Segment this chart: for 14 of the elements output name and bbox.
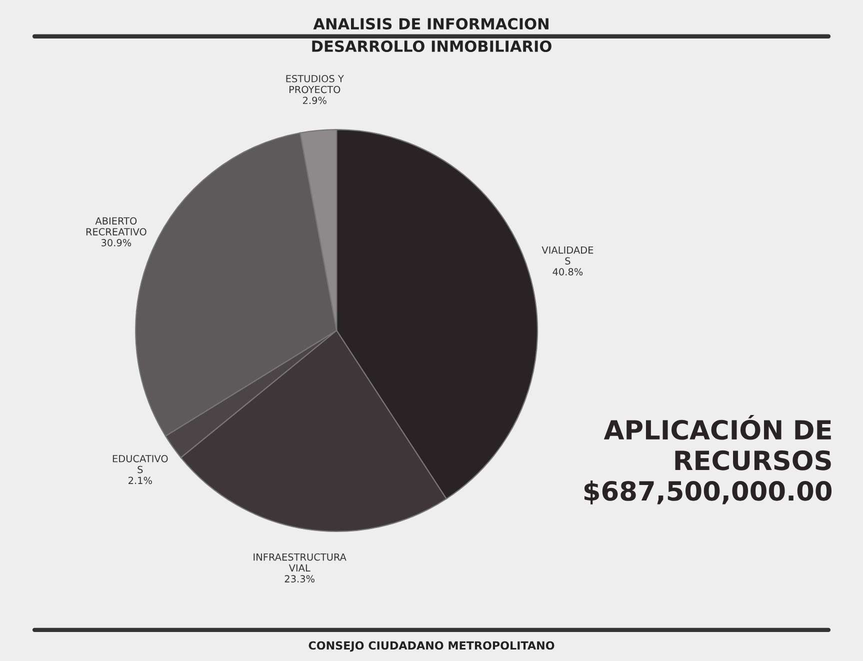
slice-label: ABIERTO RECREATIVO [86,217,146,236]
data-label: 2.1% [128,476,152,484]
data-label: 40.8% [552,268,583,276]
chart-title: ANALISIS DE INFORMACION [313,18,548,30]
slice-label: EDUCATIVO S [112,454,168,474]
chart-subtitle: DESARROLLO INMOBILIARIO [312,40,552,52]
data-label: 2.9% [302,96,326,104]
text: APLICACIÓN DE RECURSOS $687,500,000.00 [584,415,832,504]
text: CONSEJO CIUDADANO METROPOLITANO [308,641,554,652]
slice-label: INFRAESTRUCTURA VIAL [254,553,346,572]
data-label: 23.3% [284,575,315,582]
slice-label: VIALIDADE S [542,246,594,265]
slice-label: ESTUDIOS Y PROYECTO [286,74,344,94]
data-label: 30.9% [101,239,132,246]
